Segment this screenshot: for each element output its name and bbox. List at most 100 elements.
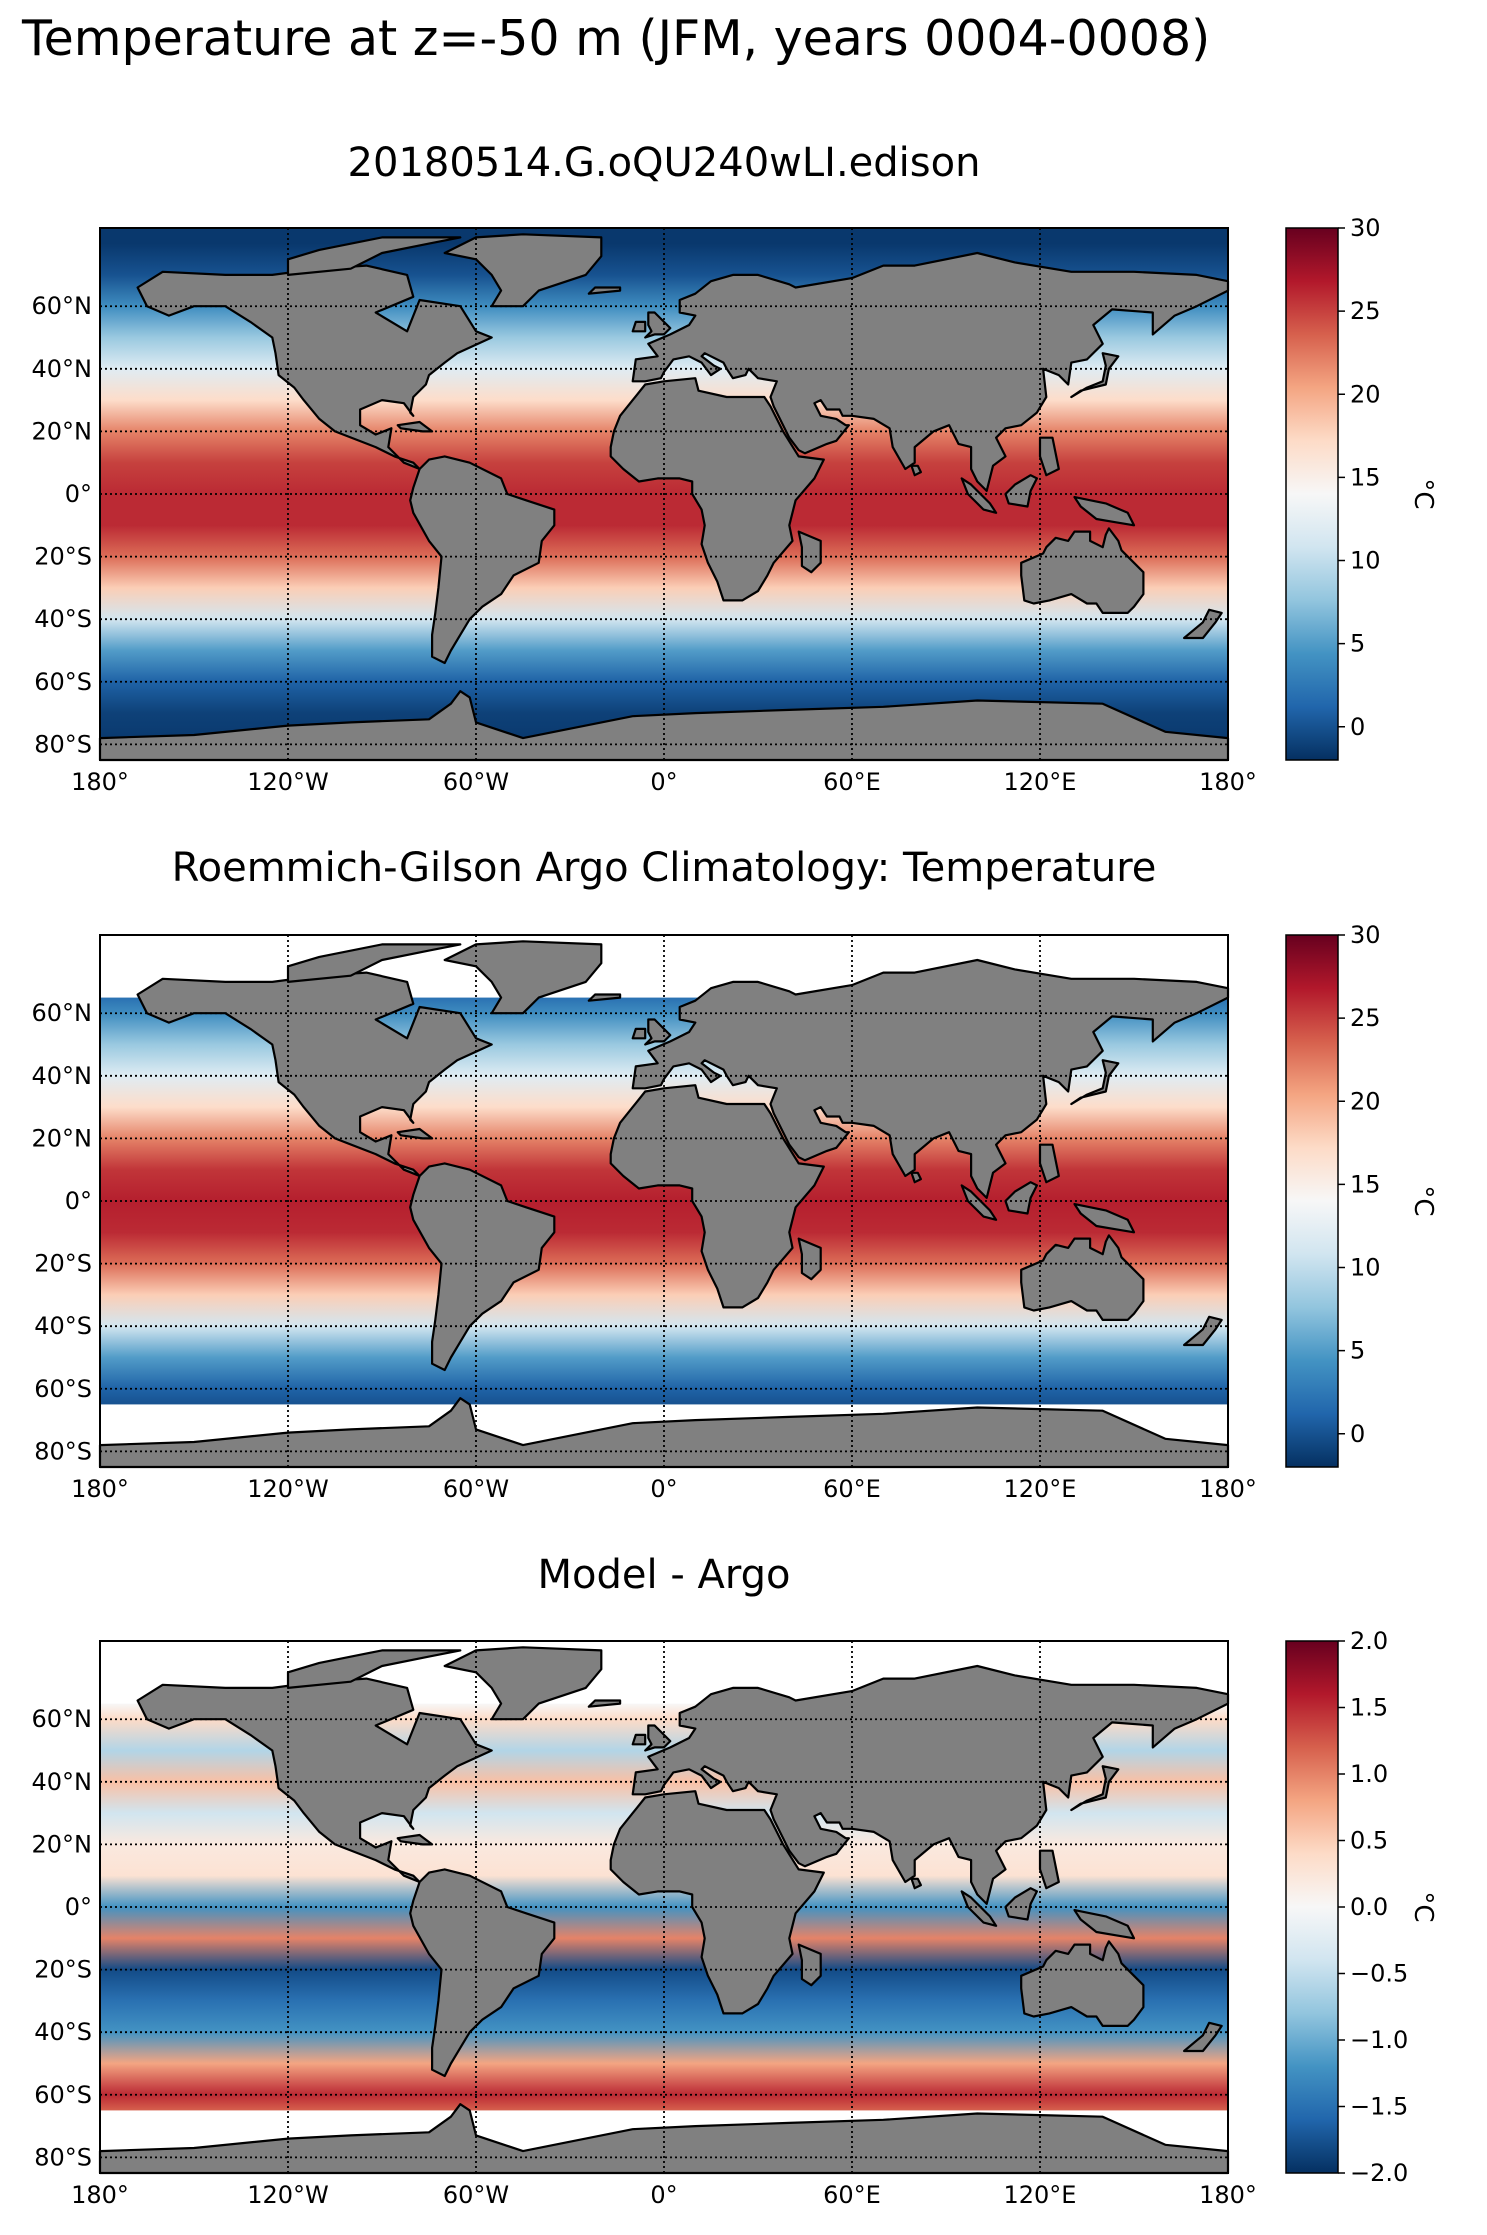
- land-mass: [1183, 2021, 1223, 2053]
- colorbar-tick-label: 20: [1350, 1087, 1381, 1115]
- land-mass: [286, 236, 462, 276]
- colorbar-label: °C: [1408, 478, 1438, 509]
- colorbar-label: °C: [1408, 1891, 1438, 1922]
- land-mass: [1004, 1887, 1038, 1921]
- land-mass: [1073, 1909, 1136, 1940]
- map-frame: [99, 1640, 1229, 2174]
- x-tick-label: 0°: [650, 1475, 677, 1503]
- land-mass: [1183, 608, 1223, 640]
- x-tick-label: 60°W: [443, 2181, 509, 2209]
- y-tick-label: 20°S: [34, 1250, 92, 1278]
- land-mass: [960, 477, 998, 514]
- land-mass: [136, 1677, 493, 1884]
- colorbar-tick-label: 15: [1350, 1170, 1381, 1198]
- land-mass: [910, 1171, 922, 1184]
- colorbar-tick-label: 0.0: [1350, 1893, 1388, 1921]
- x-tick-label: 60°W: [443, 1475, 509, 1503]
- colorbar-tick-label: −2.0: [1350, 2159, 1408, 2187]
- x-tick-label: 60°E: [823, 1475, 881, 1503]
- colorbar-tick-label: 5: [1350, 1337, 1365, 1365]
- colorbar: [1285, 934, 1339, 1468]
- colorbar-tick-label: 20: [1350, 380, 1381, 408]
- figure-title: Temperature at z=-50 m (JFM, years 0004-…: [22, 10, 1211, 67]
- land-mass: [396, 420, 434, 433]
- x-tick-label: 120°E: [1004, 768, 1077, 796]
- colorbar-tick-label: 25: [1350, 1004, 1381, 1032]
- y-tick-label: 0°: [65, 1893, 92, 1921]
- land-mass: [396, 1833, 434, 1846]
- land-mass: [1070, 352, 1120, 399]
- panel-2-title: Roemmich-Gilson Argo Climatology: Temper…: [171, 845, 1157, 891]
- x-tick-label: 180°: [71, 768, 129, 796]
- land-mass: [587, 286, 622, 295]
- land-mass: [1004, 1181, 1038, 1215]
- colorbar: [1285, 227, 1339, 761]
- land-mass: [644, 1724, 672, 1752]
- panel-3-title: Model - Argo: [537, 1552, 791, 1598]
- colorbar: [1285, 1640, 1339, 2174]
- land-mass: [797, 1237, 822, 1281]
- colorbar-tick-label: 30: [1350, 214, 1381, 242]
- land-mass: [910, 464, 922, 477]
- land-mass: [644, 311, 672, 339]
- land-mass: [409, 455, 556, 665]
- land-mass: [1004, 474, 1038, 508]
- colorbar-tick-label: −0.5: [1350, 1960, 1408, 1988]
- y-tick-label: 40°S: [34, 2018, 92, 2046]
- colorbar-tick-label: 1.0: [1350, 1760, 1388, 1788]
- land-mass: [587, 993, 622, 1002]
- y-tick-label: 40°N: [32, 1062, 93, 1090]
- x-tick-label: 60°E: [823, 2181, 881, 2209]
- x-tick-label: 120°E: [1004, 2181, 1077, 2209]
- land-mass: [910, 1877, 922, 1890]
- y-tick-label: 0°: [65, 1187, 92, 1215]
- land-mass: [1070, 1765, 1120, 1812]
- land-mass: [587, 1699, 622, 1708]
- land-mass: [1073, 496, 1136, 527]
- land-mass: [631, 320, 647, 333]
- y-tick-label: 20°S: [34, 1956, 92, 1984]
- x-tick-label: 180°: [1199, 1475, 1257, 1503]
- land-mass: [98, 690, 1230, 762]
- y-tick-label: 60°N: [32, 292, 93, 320]
- y-tick-label: 20°N: [32, 1124, 93, 1152]
- land-mass: [286, 1649, 462, 1689]
- land-mass: [1070, 1059, 1120, 1106]
- y-tick-label: 60°S: [34, 1375, 92, 1403]
- y-tick-label: 80°S: [34, 1437, 92, 1465]
- y-tick-label: 60°S: [34, 668, 92, 696]
- y-tick-label: 80°S: [34, 730, 92, 758]
- y-tick-label: 60°N: [32, 999, 93, 1027]
- land-mass: [960, 1890, 998, 1927]
- land-mass: [1020, 1940, 1145, 2027]
- x-tick-label: 120°W: [247, 2181, 329, 2209]
- x-tick-label: 120°W: [247, 1475, 329, 1503]
- y-tick-label: 60°N: [32, 1705, 93, 1733]
- colorbar-tick-label: 5: [1350, 630, 1365, 658]
- colorbar-tick-label: 0.5: [1350, 1827, 1388, 1855]
- y-tick-label: 40°N: [32, 355, 93, 383]
- land-mass: [136, 264, 493, 471]
- x-tick-label: 180°: [71, 2181, 129, 2209]
- y-tick-label: 60°S: [34, 2081, 92, 2109]
- land-mass: [396, 1127, 434, 1140]
- x-tick-label: 180°: [1199, 768, 1257, 796]
- land-mass: [644, 1018, 672, 1046]
- colorbar-tick-label: 15: [1350, 463, 1381, 491]
- land-mass: [797, 1943, 822, 1987]
- land-mass: [98, 2103, 1230, 2175]
- y-tick-label: 80°S: [34, 2143, 92, 2171]
- land-mass: [631, 251, 1230, 492]
- x-tick-label: 180°: [71, 1475, 129, 1503]
- land-mass: [286, 943, 462, 983]
- land-mass: [631, 1664, 1230, 1905]
- land-mass: [136, 971, 493, 1178]
- x-tick-label: 0°: [650, 2181, 677, 2209]
- map-frame: [99, 934, 1229, 1468]
- colorbar-tick-label: 10: [1350, 1254, 1381, 1282]
- map-frame: [99, 227, 1229, 761]
- land-mass: [631, 1027, 647, 1040]
- y-tick-label: 40°S: [34, 1312, 92, 1340]
- land-mass: [797, 530, 822, 574]
